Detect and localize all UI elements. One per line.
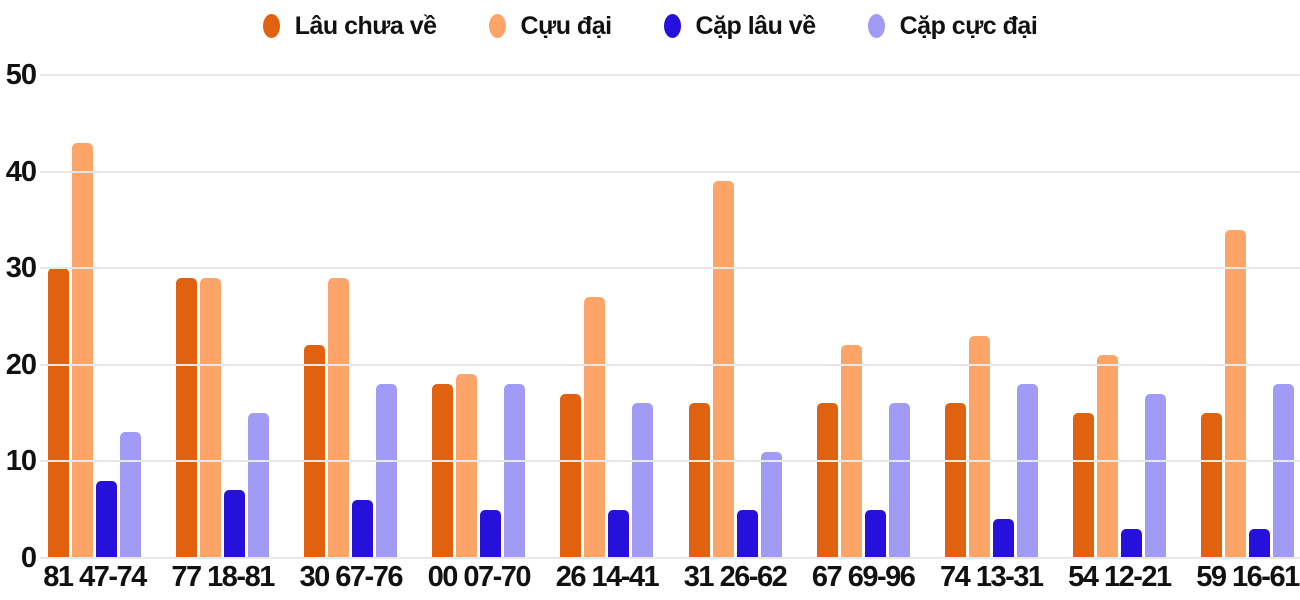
bar-series1-cat2 — [176, 278, 198, 558]
y-axis-tick-10: 10 — [5, 445, 37, 478]
bar-series4-cat6 — [760, 452, 782, 558]
bar-series4-cat9 — [1144, 394, 1166, 558]
x-axis-label-1: 81 47-74 — [43, 561, 147, 593]
bar-group-9: 54 12-21 — [1068, 75, 1172, 593]
bar-group-5: 26 14-41 — [556, 75, 660, 593]
legend-item-2[interactable]: Cựu đại — [488, 11, 613, 41]
legend-dot-icon — [663, 14, 681, 38]
legend-dot-icon — [488, 14, 506, 38]
bar-series2-cat10 — [1224, 230, 1246, 558]
x-axis-label-8: 74 13-31 — [940, 561, 1044, 593]
bar-group-1: 81 47-74 — [43, 75, 147, 593]
bar-series1-cat5 — [560, 394, 582, 558]
bar-series3-cat10 — [1248, 529, 1270, 558]
legend-item-1[interactable]: Lâu chưa về — [262, 11, 437, 41]
plot-area: 81 47-74 77 18-81 30 67-76 00 07-70 26 14-41… — [0, 60, 1300, 593]
gridline-y10 — [40, 460, 1300, 463]
legend-dot-icon — [867, 14, 885, 38]
legend-item-3[interactable]: Cặp lâu về — [663, 11, 817, 41]
bar-series2-cat1 — [72, 143, 93, 558]
bar-series3-cat4 — [480, 510, 502, 558]
bar-columns: 81 47-74 77 18-81 30 67-76 00 07-70 26 14-41… — [43, 75, 1300, 593]
bar-group-4: 00 07-70 — [428, 75, 532, 593]
bar-group-3: 30 67-76 — [299, 75, 403, 593]
bar-series1-cat4 — [432, 384, 454, 558]
bar-series3-cat2 — [224, 490, 246, 558]
chart-legend: Lâu chưa về Cựu đại Cặp lâu về Cặp cực đại — [0, 6, 1300, 46]
bar-series3-cat9 — [1120, 529, 1142, 558]
bar-series2-cat7 — [840, 345, 862, 558]
gridline-y30 — [40, 267, 1300, 270]
y-axis-tick-50: 50 — [5, 59, 37, 91]
bar-series4-cat2 — [248, 413, 270, 558]
bar-series2-cat4 — [456, 374, 478, 558]
bar-series2-cat8 — [968, 336, 990, 558]
bar-series3-cat5 — [608, 510, 630, 558]
bar-series2-cat3 — [328, 278, 350, 558]
y-axis-tick-0: 0 — [20, 542, 37, 574]
x-axis-label-4: 00 07-70 — [427, 561, 532, 593]
bar-series2-cat9 — [1096, 355, 1118, 558]
x-axis-label-9: 54 12-21 — [1068, 561, 1172, 593]
legend-label: Cặp cực đại — [899, 11, 1038, 40]
bar-group-6: 31 26-62 — [684, 75, 788, 593]
gridline-y0 — [40, 557, 1300, 559]
bar-series4-cat8 — [1016, 384, 1038, 558]
bar-series4-cat3 — [376, 384, 398, 558]
bar-series1-cat1 — [48, 268, 69, 558]
legend-label: Cặp lâu về — [695, 11, 817, 40]
y-axis-tick-40: 40 — [5, 155, 37, 188]
bar-series4-cat1 — [120, 432, 141, 558]
bar-series3-cat6 — [736, 510, 758, 558]
bar-series1-cat9 — [1072, 413, 1094, 558]
bar-series2-cat5 — [584, 297, 606, 558]
bar-series3-cat3 — [352, 500, 374, 558]
x-axis-label-5: 26 14-41 — [555, 561, 660, 593]
bar-series2-cat2 — [200, 278, 222, 558]
x-axis-label-3: 30 67-76 — [299, 561, 403, 593]
bar-group-8: 74 13-31 — [940, 75, 1044, 593]
bar-series4-cat5 — [632, 403, 654, 558]
bar-series1-cat3 — [304, 345, 326, 558]
bar-series3-cat1 — [96, 481, 117, 558]
bar-series1-cat8 — [944, 403, 966, 558]
x-axis-label-6: 31 26-62 — [683, 561, 788, 593]
gridline-y20 — [40, 363, 1300, 366]
legend-item-4[interactable]: Cặp cực đại — [867, 11, 1038, 41]
x-axis-label-10: 59 16-61 — [1196, 561, 1300, 593]
gridline-y50 — [40, 74, 1300, 76]
bar-series4-cat4 — [504, 384, 526, 558]
bar-series4-cat7 — [888, 403, 910, 558]
bar-group-2: 77 18-81 — [171, 75, 275, 593]
bar-series2-cat6 — [712, 181, 734, 558]
y-axis-tick-30: 30 — [5, 252, 37, 285]
gridline-y40 — [40, 170, 1300, 173]
x-axis-label-7: 67 69-96 — [811, 561, 916, 593]
bar-series3-cat8 — [992, 519, 1014, 558]
bar-group-10: 59 16-61 — [1196, 75, 1300, 593]
bar-series1-cat10 — [1200, 413, 1222, 558]
bar-group-7: 67 69-96 — [812, 75, 916, 593]
bar-series1-cat7 — [816, 403, 838, 558]
legend-label: Lâu chưa về — [294, 11, 437, 40]
bar-series4-cat10 — [1272, 384, 1294, 558]
legend-dot-icon — [262, 14, 280, 38]
bar-series1-cat6 — [688, 403, 710, 558]
legend-label: Cựu đại — [520, 11, 613, 40]
bar-series3-cat7 — [864, 510, 886, 558]
y-axis-tick-20: 20 — [5, 348, 37, 381]
x-axis-label-2: 77 18-81 — [171, 561, 275, 593]
